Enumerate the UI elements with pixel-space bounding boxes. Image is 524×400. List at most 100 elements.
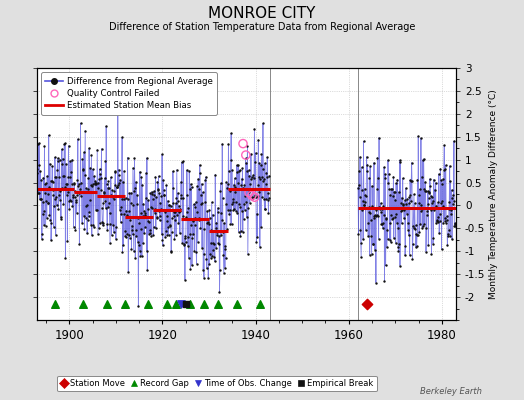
Point [258, 165, 267, 172]
Point [198, 245, 206, 251]
Point [202, 256, 211, 263]
Point [253, 210, 261, 217]
Point [216, 267, 224, 273]
Point [418, 174, 426, 180]
Point [135, 220, 144, 227]
Point [197, 200, 205, 207]
Point [394, 225, 402, 231]
Point [191, 204, 200, 210]
Point [412, 242, 421, 249]
Text: Difference of Station Temperature Data from Regional Average: Difference of Station Temperature Data f… [109, 22, 415, 32]
Point [256, 244, 264, 250]
Point [451, 220, 459, 226]
Point [390, 189, 399, 195]
Point [361, 199, 369, 206]
Point [226, 157, 235, 164]
Point [215, 288, 224, 295]
Point [213, 208, 222, 215]
Point [116, 219, 125, 225]
Point [244, 167, 253, 173]
Point [249, 194, 258, 201]
Point [99, 222, 107, 228]
Point [106, 210, 115, 216]
Point [356, 226, 365, 233]
Point [430, 176, 438, 183]
Point [434, 171, 443, 177]
Point [226, 207, 234, 213]
Point [421, 188, 429, 194]
Point [358, 187, 366, 194]
Point [417, 208, 425, 214]
Point [259, 120, 267, 127]
Point [88, 182, 96, 189]
Point [425, 188, 433, 195]
Point [401, 185, 410, 191]
Point [219, 252, 227, 258]
Point [447, 187, 456, 193]
Point [392, 220, 401, 226]
Point [202, 174, 210, 180]
Point [363, 168, 371, 175]
Point [397, 208, 406, 214]
Point [214, 204, 222, 211]
Point [58, 185, 67, 192]
Point [400, 197, 409, 203]
Point [57, 214, 65, 220]
Point [139, 200, 148, 207]
Point [178, 159, 186, 166]
Point [72, 199, 80, 206]
Point [54, 206, 62, 213]
Point [144, 197, 152, 204]
Point [114, 166, 123, 173]
Point [238, 208, 246, 214]
Point [69, 194, 78, 200]
Point [111, 169, 119, 175]
Point [389, 235, 398, 241]
Point [187, 222, 195, 228]
Point [153, 178, 161, 185]
Point [370, 246, 379, 253]
Point [39, 211, 47, 217]
Point [199, 189, 207, 196]
Point [54, 192, 63, 198]
Point [255, 174, 263, 180]
Point [205, 261, 213, 268]
Point [34, 141, 42, 148]
Point [384, 157, 392, 164]
Point [173, 198, 182, 204]
Point [373, 212, 381, 218]
Point [122, 195, 130, 201]
Point [220, 270, 228, 276]
Point [165, 202, 173, 208]
Point [158, 236, 167, 243]
Point [61, 255, 70, 262]
Point [40, 143, 49, 149]
Point [404, 227, 412, 233]
Point [130, 155, 139, 161]
Point [358, 207, 366, 213]
Point [238, 228, 247, 235]
Point [189, 218, 197, 224]
Point [437, 177, 445, 183]
Point [101, 197, 109, 204]
Point [156, 212, 165, 219]
Point [255, 160, 264, 166]
Point [445, 199, 453, 205]
Point [138, 253, 146, 259]
Point [380, 175, 389, 182]
Point [158, 231, 166, 238]
Point [399, 202, 407, 208]
Point [409, 222, 418, 229]
Point [198, 200, 206, 206]
Point [407, 178, 416, 185]
Point [124, 196, 132, 202]
Point [172, 301, 181, 307]
Point [122, 207, 130, 214]
Point [83, 230, 91, 237]
Point [163, 218, 172, 224]
Point [371, 212, 379, 218]
Point [415, 229, 423, 235]
Point [60, 173, 68, 180]
Point [386, 220, 394, 226]
Point [184, 255, 193, 261]
